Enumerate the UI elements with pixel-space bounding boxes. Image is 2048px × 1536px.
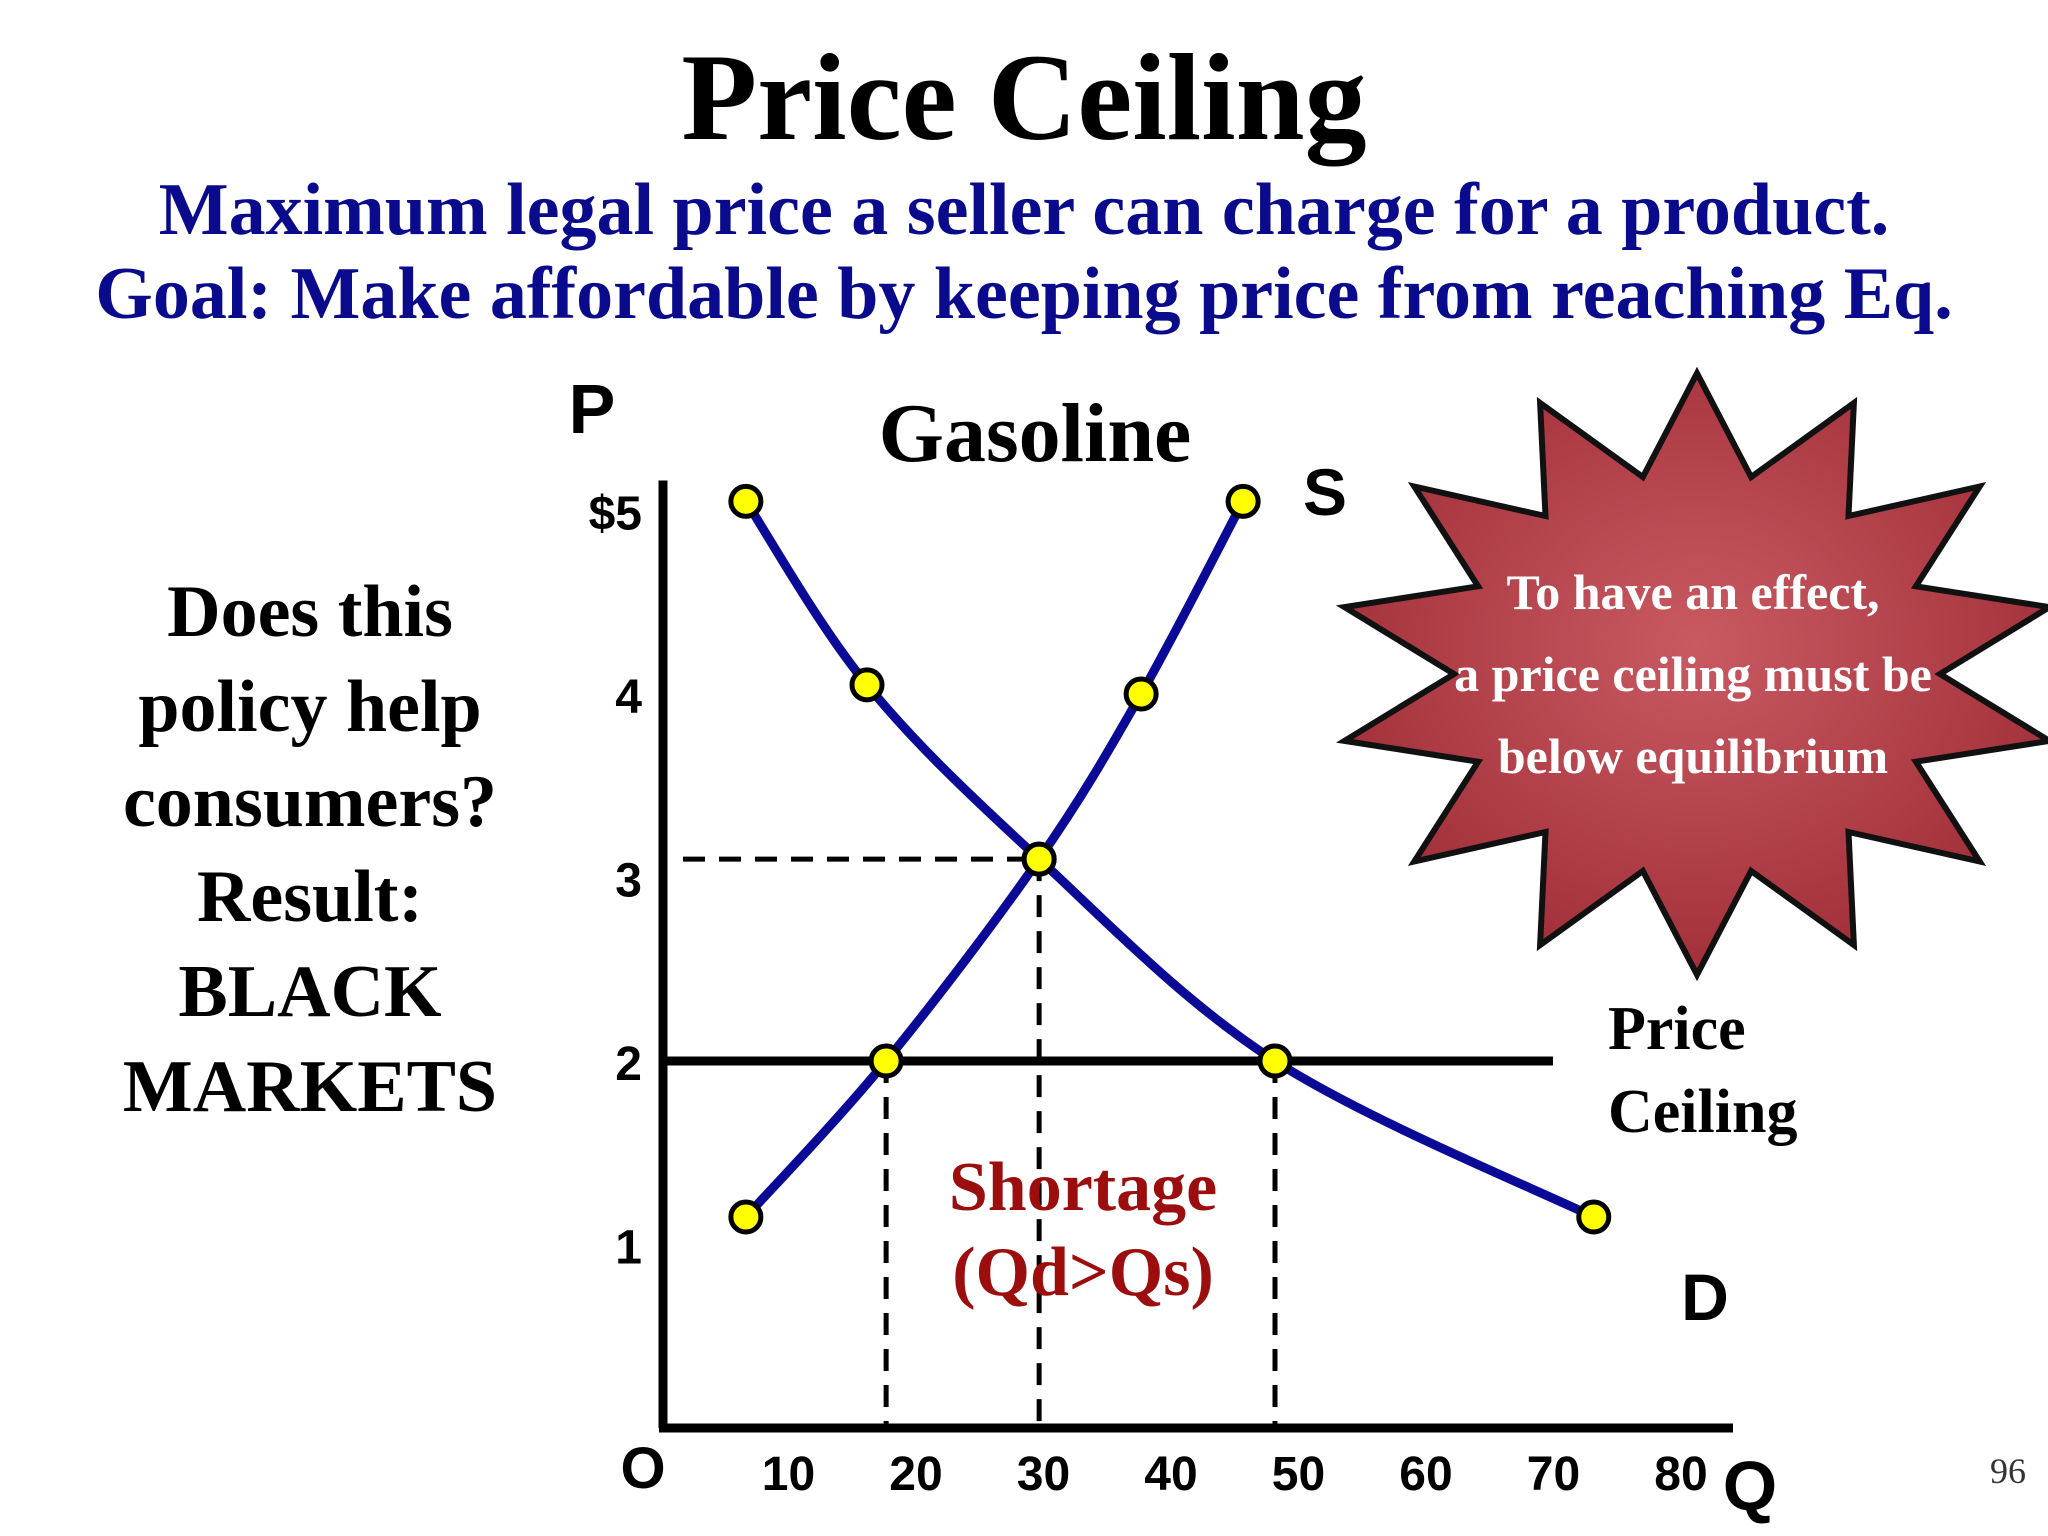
x-axis-label: Q	[1723, 1447, 1777, 1525]
tick-labels: 1 2 3 4 $5 10 20 30 40 50 60 70 80	[589, 488, 1708, 1502]
data-points	[728, 483, 1612, 1235]
chart-title: Gasoline	[879, 387, 1192, 480]
y-tick-label: 1	[615, 1222, 642, 1275]
shortage-label-line-1: Shortage	[949, 1149, 1217, 1226]
shortage-label-line-2: (Qd>Qs)	[952, 1234, 1214, 1311]
supply-curve	[741, 496, 1248, 1222]
price-ceiling-label-line-2: Ceiling	[1608, 1078, 1797, 1146]
slide-title: Price Ceiling	[681, 29, 1367, 166]
question-line: Does this	[167, 571, 453, 653]
y-tick-label: 3	[615, 855, 642, 908]
supply-point	[728, 1199, 764, 1235]
demand-point	[1021, 841, 1057, 877]
x-tick-label: 10	[762, 1448, 815, 1501]
y-tick-label: $5	[589, 488, 642, 541]
question-line: Result:	[196, 856, 424, 938]
callout-starburst	[1335, 366, 2048, 982]
x-tick-label: 80	[1654, 1448, 1707, 1501]
question-line: BLACK	[178, 951, 442, 1033]
x-tick-label: 60	[1399, 1448, 1452, 1501]
question-text: Does this policy help consumers? Result:…	[60, 565, 560, 1135]
x-tick-label: 70	[1527, 1448, 1580, 1501]
x-tick-label: 20	[889, 1448, 942, 1501]
question-line: MARKETS	[122, 1046, 498, 1128]
demand-point	[1257, 1043, 1293, 1079]
y-tick-label: 2	[615, 1038, 642, 1091]
x-tick-label: 40	[1144, 1448, 1197, 1501]
guide-lines	[663, 856, 1553, 1428]
demand-point	[849, 667, 885, 703]
axes	[658, 480, 1733, 1433]
subtitle-goal: Goal: Make affordable by keeping price f…	[95, 253, 1953, 335]
y-tick-label: 4	[615, 671, 642, 724]
y-axis-label: P	[569, 370, 616, 448]
demand-point	[1576, 1199, 1612, 1235]
demand-curve-label: D	[1681, 1260, 1729, 1334]
subtitle-definition: Maximum legal price a seller can charge …	[158, 169, 1890, 251]
origin-label: O	[620, 1436, 665, 1501]
supply-point	[1225, 483, 1261, 519]
supply-curve-label: S	[1303, 455, 1347, 529]
page-number: 96	[1990, 1451, 2026, 1491]
question-line: consumers?	[122, 761, 498, 843]
demand-point	[728, 483, 764, 519]
callout-line-2: a price ceiling must be	[1454, 646, 1932, 702]
question-line: policy help	[138, 666, 482, 748]
callout-line-3: below equilibrium	[1498, 728, 1888, 784]
price-ceiling-label-line-1: Price	[1608, 995, 1746, 1063]
demand-curve	[741, 496, 1599, 1222]
callout-line-1: To have an effect,	[1506, 564, 1879, 620]
x-tick-label: 50	[1272, 1448, 1325, 1501]
supply-point	[1123, 676, 1159, 712]
supply-point	[868, 1043, 904, 1079]
x-tick-label: 30	[1017, 1448, 1070, 1501]
